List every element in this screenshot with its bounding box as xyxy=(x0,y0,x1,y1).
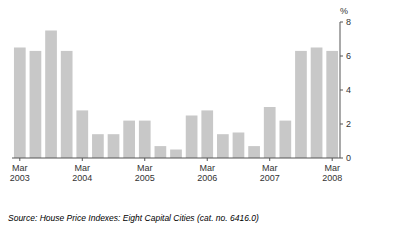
bar xyxy=(326,51,338,158)
bar xyxy=(170,150,182,159)
x-tick-label: Mar2008 xyxy=(322,163,342,183)
bar xyxy=(92,134,104,158)
y-tick xyxy=(340,158,343,159)
y-tick xyxy=(340,124,343,125)
bar xyxy=(217,134,229,158)
x-tick-label: Mar2004 xyxy=(72,163,92,183)
bar xyxy=(295,51,307,158)
x-tick xyxy=(332,158,333,161)
x-axis-line xyxy=(12,158,340,159)
y-tick xyxy=(340,56,343,57)
bar xyxy=(30,51,42,158)
x-tick-label: Mar2007 xyxy=(260,163,280,183)
bar xyxy=(201,110,213,158)
bar xyxy=(76,110,88,158)
bar xyxy=(233,133,245,159)
x-tick xyxy=(269,158,270,161)
bar xyxy=(139,121,151,158)
bar xyxy=(279,121,291,158)
bar xyxy=(14,48,26,159)
y-tick-label: 8 xyxy=(346,17,351,27)
x-tick-label: Mar2006 xyxy=(197,163,217,183)
bar xyxy=(186,116,198,159)
x-axis: Mar2003 Mar2004 Mar2005 Mar2006 Mar2007 Mar20… xyxy=(10,158,342,183)
y-tick-label: 6 xyxy=(346,51,351,61)
y-axis-label: % xyxy=(340,6,348,16)
y-axis: 0 2 4 6 8 xyxy=(340,17,351,163)
bar xyxy=(311,48,323,159)
source-note: Source: House Price Indexes: Eight Capit… xyxy=(8,213,259,223)
x-tick-label: Mar2005 xyxy=(135,163,155,183)
bar xyxy=(155,146,167,158)
x-tick xyxy=(207,158,208,161)
y-tick-label: 4 xyxy=(346,85,351,95)
bar xyxy=(264,107,276,158)
bar xyxy=(61,51,73,158)
y-tick-label: 0 xyxy=(346,153,351,163)
y-tick xyxy=(340,90,343,91)
bar xyxy=(45,31,57,159)
bar xyxy=(123,121,135,158)
y-tick-label: 2 xyxy=(346,119,351,129)
bar xyxy=(248,146,260,158)
bars xyxy=(14,31,338,159)
x-tick xyxy=(19,158,20,161)
chart-container: Mar2003 Mar2004 Mar2005 Mar2006 Mar2007 Mar20… xyxy=(0,0,397,227)
bar xyxy=(108,134,120,158)
x-tick xyxy=(144,158,145,161)
x-tick xyxy=(82,158,83,161)
x-tick-label: Mar2003 xyxy=(10,163,30,183)
chart: Mar2003 Mar2004 Mar2005 Mar2006 Mar2007 Mar20… xyxy=(0,0,397,227)
y-tick xyxy=(340,22,343,23)
